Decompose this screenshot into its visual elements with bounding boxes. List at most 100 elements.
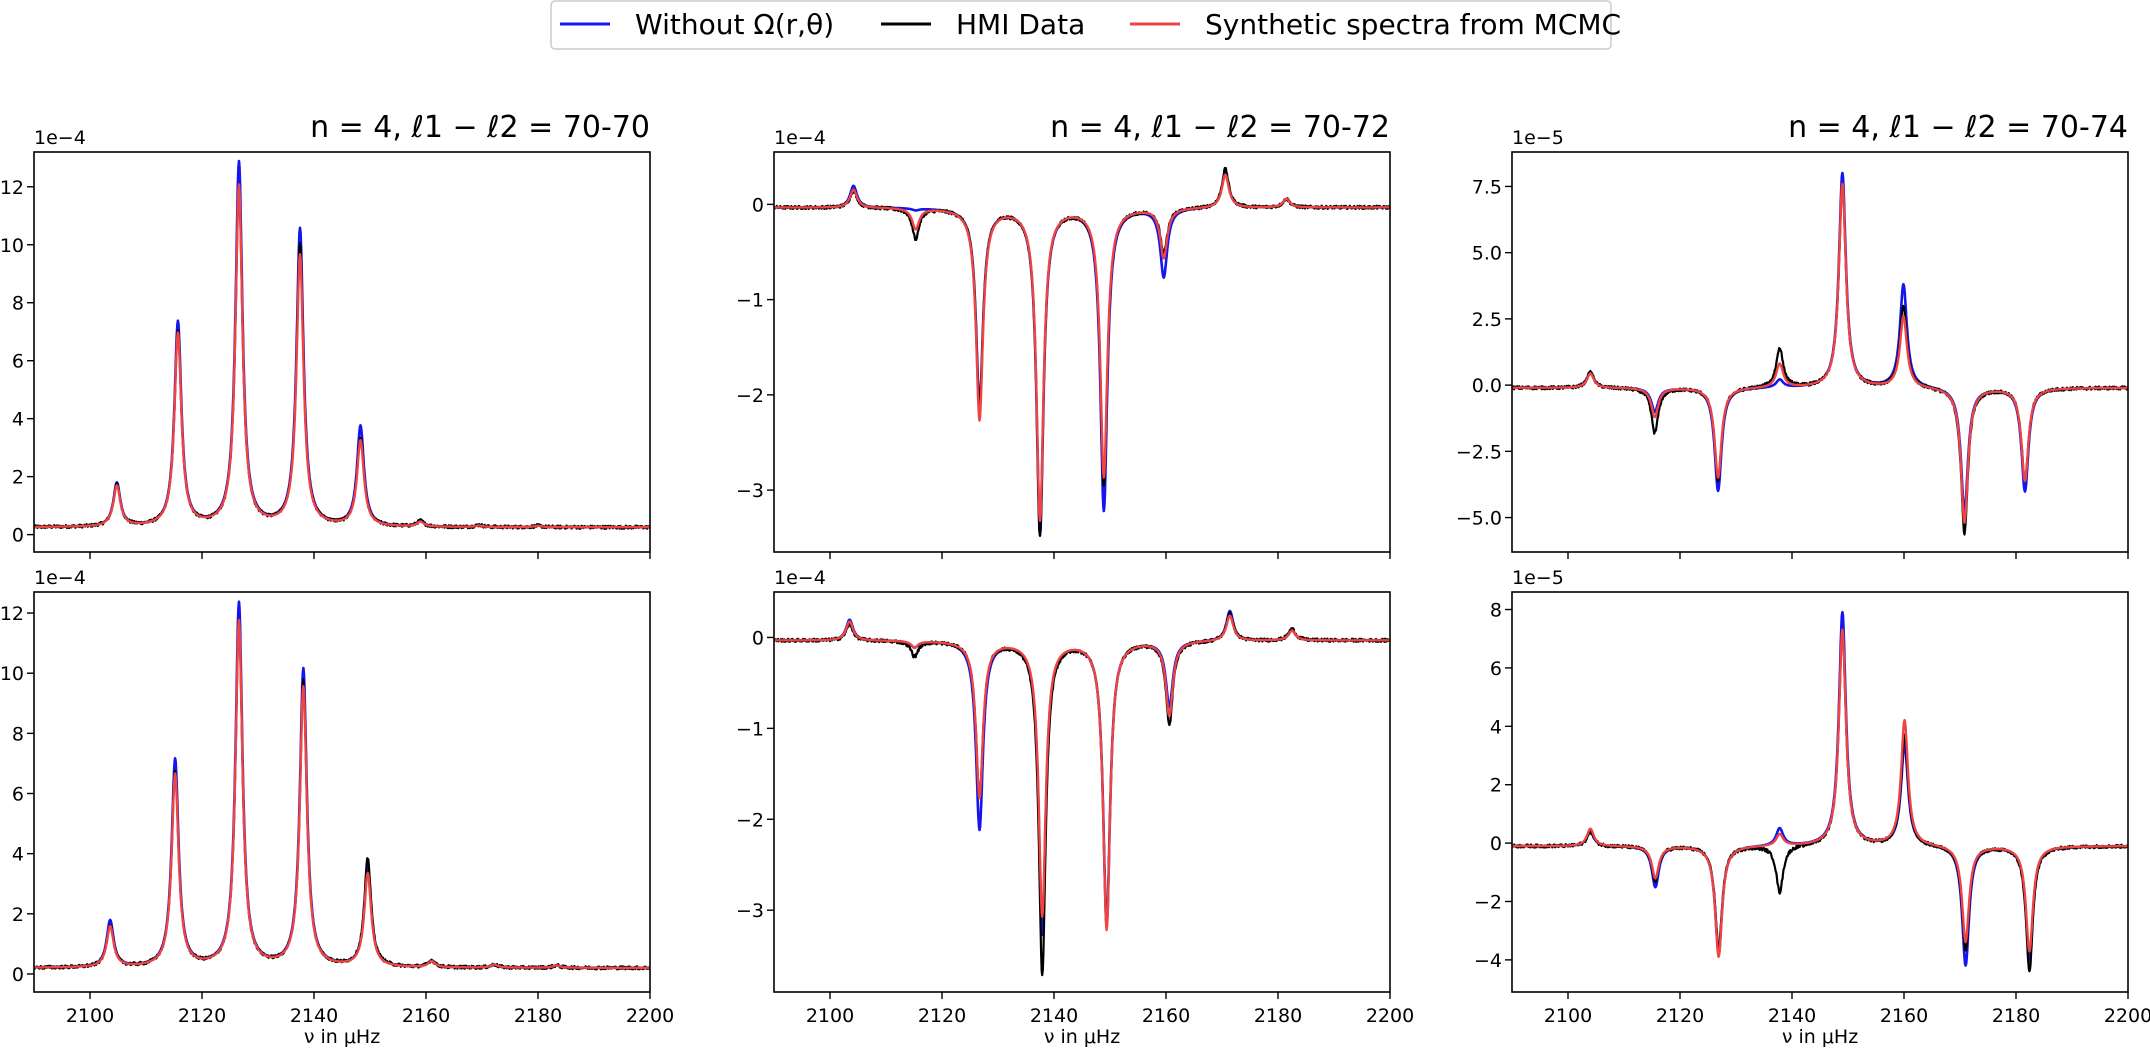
axes-frame (33, 591, 651, 993)
y-tick-label: 10 (0, 663, 24, 685)
x-tick-label: 2200 (626, 1005, 674, 1027)
x-tick-label: 2140 (1768, 1005, 1816, 1027)
axes-frame (773, 151, 1391, 553)
axis-offset-label: 1e−4 (34, 127, 86, 149)
x-tick-label: 2100 (1544, 1005, 1592, 1027)
y-tick-label: −4 (1474, 950, 1502, 972)
y-tick-label: −2 (736, 809, 764, 831)
y-tick-label: 0 (752, 627, 764, 649)
series-line-black (1512, 628, 2128, 973)
x-tick-label: 2180 (1992, 1005, 2040, 1027)
y-tick-label: 4 (12, 409, 24, 431)
y-tick-label: −1 (736, 290, 764, 312)
x-tick-label: 2120 (1656, 1005, 1704, 1027)
y-tick-label: −5.0 (1456, 508, 1502, 530)
y-tick-label: −2.5 (1456, 441, 1502, 463)
y-tick-label: 6 (12, 784, 24, 806)
y-tick-label: −1 (736, 718, 764, 740)
subplot-5: 2100 2120 2140 2160 2180 2200 −3 −2 −1 0 1e−4 ν in … (736, 567, 1414, 1048)
axis-offset-label: 1e−4 (774, 127, 826, 149)
x-tick-label: 2160 (1142, 1005, 1190, 1027)
y-tick-label: 0 (12, 525, 24, 547)
y-tick-label: 4 (1490, 716, 1502, 738)
y-tick-label: 10 (0, 235, 24, 257)
y-tick-label: −3 (736, 480, 764, 502)
axis-offset-label: 1e−5 (1512, 567, 1564, 589)
series-line-red (774, 173, 1390, 523)
series-line-blue (34, 600, 650, 970)
x-tick-label: 2100 (806, 1005, 854, 1027)
y-tick-label: 0.0 (1472, 375, 1502, 397)
series-line-red (1512, 628, 2128, 958)
subplot-6: 2100 2120 2140 2160 2180 2200 −4 −2 0 2 4 6 8 1e−5 ν i… (1474, 567, 2150, 1048)
series-line-blue (1512, 610, 2128, 967)
x-axis-label: ν in μHz (1782, 1026, 1858, 1048)
series-line-red (34, 183, 650, 529)
axes-frame (1511, 591, 2129, 993)
x-axis-label: ν in μHz (1044, 1026, 1120, 1048)
y-tick-label: 7.5 (1472, 176, 1502, 198)
y-tick-label: 6 (1490, 658, 1502, 680)
subplot-1: 0 2 4 6 8 10 12 1e−4 n = 4, ℓ1 − ℓ2 = 70-70 (0, 110, 651, 559)
series-line-blue (1512, 171, 2128, 514)
x-tick-label: 2120 (918, 1005, 966, 1027)
series-line-black (774, 166, 1390, 538)
axis-offset-label: 1e−5 (1512, 127, 1564, 149)
series-line-black (1512, 182, 2128, 536)
x-tick-label: 2200 (2104, 1005, 2150, 1027)
y-tick-label: 0 (1490, 833, 1502, 855)
series-line-black (34, 618, 650, 971)
axes-frame (33, 151, 651, 553)
subplot-title: n = 4, ℓ1 − ℓ2 = 70-72 (1050, 110, 1390, 145)
axis-offset-label: 1e−4 (34, 567, 86, 589)
subplot-title: n = 4, ℓ1 − ℓ2 = 70-70 (310, 110, 650, 145)
x-tick-label: 2160 (402, 1005, 450, 1027)
y-tick-label: 8 (12, 293, 24, 315)
y-tick-label: 2.5 (1472, 309, 1502, 331)
series-line-blue (774, 609, 1390, 937)
series-line-red (1512, 182, 2128, 524)
x-tick-label: 2200 (1366, 1005, 1414, 1027)
legend-box (550, 0, 1612, 50)
series-line-red (34, 618, 650, 969)
y-tick-label: 2 (12, 904, 24, 926)
x-axis-label: ν in μHz (304, 1026, 380, 1048)
subplot-2: −3 −2 −1 0 1e−4 n = 4, ℓ1 − ℓ2 = 70-72 (736, 110, 1391, 559)
series-line-black (34, 184, 650, 530)
subplot-4: 2100 2120 2140 2160 2180 2200 0 2 4 6 8 10 12 1e−4 ν i… (0, 567, 674, 1048)
x-tick-label: 2140 (290, 1005, 338, 1027)
axis-offset-label: 1e−4 (774, 567, 826, 589)
y-tick-label: 4 (12, 844, 24, 866)
y-tick-label: 0 (12, 964, 24, 986)
y-tick-label: 6 (12, 351, 24, 373)
series-line-red (774, 614, 1390, 932)
x-tick-label: 2140 (1030, 1005, 1078, 1027)
y-tick-label: −2 (1474, 891, 1502, 913)
y-tick-label: 8 (1490, 600, 1502, 622)
y-tick-label: 0 (752, 194, 764, 216)
legend-label: HMI Data (956, 8, 1085, 41)
x-tick-label: 2120 (178, 1005, 226, 1027)
subplot-3: −5.0 −2.5 0.0 2.5 5.0 7.5 1e−5 n = 4, ℓ1 − ℓ2 =… (1456, 110, 2129, 559)
y-tick-label: 5.0 (1472, 243, 1502, 265)
series-line-blue (34, 159, 650, 529)
y-tick-label: 8 (12, 723, 24, 745)
legend-label: Without Ω(r,θ) (635, 8, 834, 41)
x-tick-label: 2180 (1254, 1005, 1302, 1027)
y-tick-label: −2 (736, 385, 764, 407)
legend: Without Ω(r,θ) HMI Data Synthetic spectra … (550, 0, 1621, 50)
y-tick-label: 2 (1490, 775, 1502, 797)
series-line-black (774, 611, 1390, 977)
axes-frame (1511, 151, 2129, 553)
y-tick-label: 2 (12, 467, 24, 489)
x-tick-label: 2100 (66, 1005, 114, 1027)
axes-frame (773, 591, 1391, 993)
x-tick-label: 2160 (1880, 1005, 1928, 1027)
y-tick-label: 12 (0, 603, 24, 625)
y-tick-label: −3 (736, 900, 764, 922)
y-tick-label: 12 (0, 177, 24, 199)
x-tick-label: 2180 (514, 1005, 562, 1027)
legend-label: Synthetic spectra from MCMC (1205, 8, 1621, 41)
